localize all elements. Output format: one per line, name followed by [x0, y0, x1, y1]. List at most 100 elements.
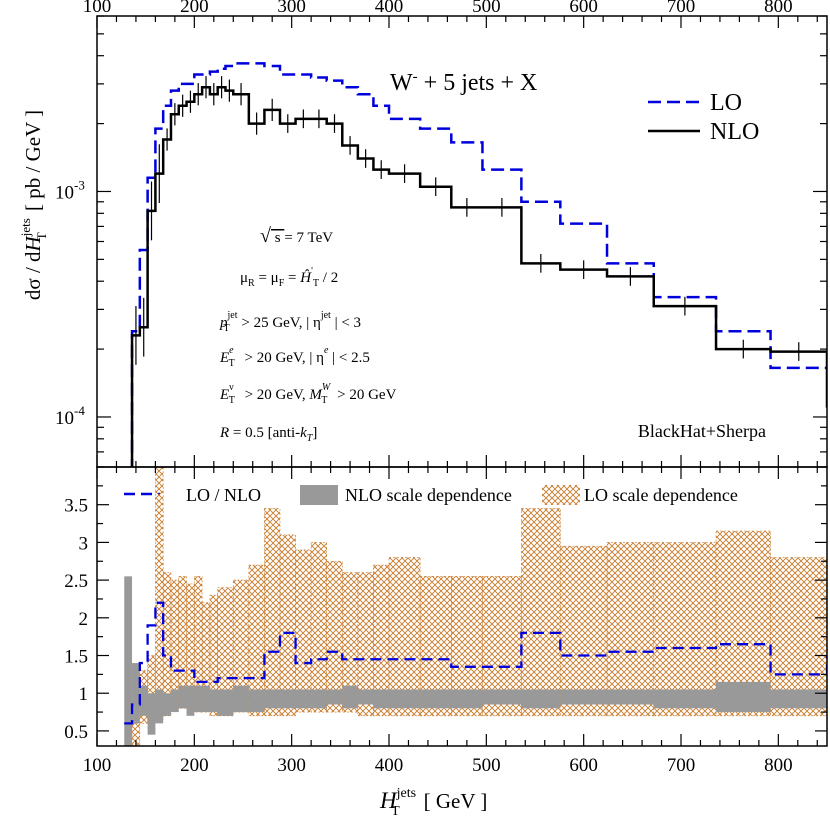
nlo-scale-band	[163, 693, 171, 716]
lo-scale-band	[170, 579, 180, 709]
upper-plot-area	[130, 62, 827, 467]
nlo-scale-band	[420, 689, 452, 709]
top-x-tick-label: 800	[764, 0, 793, 17]
lower-legend: LO / NLO NLO scale dependence LO scale d…	[124, 485, 738, 505]
nlo-scale-band	[186, 685, 195, 716]
series-lo-line	[130, 62, 827, 467]
lower-y-tick-label: 0.5	[64, 722, 88, 743]
watermark: BlackHat+Sherpa	[638, 421, 766, 441]
nlo-scale-band	[124, 576, 133, 746]
nlo-scale-band	[716, 681, 771, 713]
annotation-jet-algorithm: R = 0.5 [anti-kT]	[219, 425, 317, 444]
lower-plot-area	[124, 467, 827, 746]
bottom-x-tick-label: 300	[277, 755, 306, 776]
legend-nlo-band-label: NLO scale dependence	[345, 485, 512, 505]
top-x-tick-label: 100	[83, 0, 112, 17]
nlo-scale-band	[139, 685, 148, 716]
lower-frame	[96, 466, 828, 747]
lower-y-tick-label: 1.5	[64, 647, 88, 668]
lo-scale-band	[279, 534, 296, 717]
lo-scale-band	[264, 508, 281, 717]
top-x-tick-label: 300	[277, 0, 306, 17]
lo-scale-band	[653, 542, 717, 717]
nlo-scale-band	[279, 689, 296, 709]
chart-title: W- + 5 jets + X	[390, 69, 537, 96]
lo-scale-band	[560, 545, 608, 717]
lo-scale-band	[155, 467, 164, 720]
nlo-scale-band	[147, 693, 156, 735]
x-axis-title: Hjets T[ GeV ]	[379, 786, 487, 819]
lo-scale-band	[295, 549, 312, 713]
nlo-scale-band	[653, 689, 717, 709]
nlo-scale-band	[342, 685, 358, 709]
annotation-met-cuts: Eν T > 20 GeV, MW T > 20 GeV	[219, 382, 397, 406]
lower-y-tick-label: 2	[79, 609, 89, 630]
nlo-scale-band	[482, 689, 522, 705]
bottom-x-tick-label: 500	[472, 755, 501, 776]
legend-lo-label: LO	[710, 90, 742, 116]
lower-y-tick-label: 3.5	[64, 496, 88, 517]
upper-legend: LO NLO	[648, 90, 759, 145]
lo-scale-band	[217, 587, 234, 717]
nlo-scale-band	[770, 689, 827, 709]
nlo-scale-band	[233, 685, 249, 713]
bottom-x-tick-label: 600	[569, 755, 598, 776]
nlo-scale-band	[194, 685, 203, 713]
legend-nlo-band-swatch	[300, 485, 338, 505]
bottom-x-tick-label: 800	[764, 755, 793, 776]
legend-ratio-label: LO / NLO	[186, 485, 261, 505]
lo-scale-band	[606, 542, 655, 717]
nlo-scale-band	[607, 689, 654, 705]
nlo-scale-band	[264, 689, 280, 709]
nlo-scale-band	[373, 689, 389, 709]
annotation-sqrt-s: √ s = 7 TeV	[260, 225, 333, 247]
lower-y-tick-label: 2.5	[64, 571, 88, 592]
legend-lo-band-label: LO scale dependence	[584, 485, 738, 505]
series-nlo-line	[130, 85, 827, 467]
nlo-scale-band	[521, 689, 561, 709]
nlo-scale-band	[389, 689, 421, 709]
nlo-scale-band	[202, 685, 210, 713]
nlo-scale-band	[132, 663, 140, 724]
nlo-scale-band	[295, 689, 312, 709]
axes-ticks: 100 100 200 200 300 300 400 400 500 500 600 600 700 7…	[55, 0, 827, 776]
ratio-lo-nlo-line	[124, 601, 827, 725]
annotation-jet-cuts: pjet T > 25 GeV, | ηjet | < 3	[219, 310, 361, 334]
top-x-tick-label: 400	[375, 0, 404, 17]
annotation-scale: μR = μF = Ĥ'T / 2	[240, 266, 338, 289]
nlo-scale-band	[209, 689, 218, 713]
nlo-scale-band	[217, 689, 234, 716]
nlo-scale-band	[248, 689, 265, 713]
lo-scale-band	[373, 564, 390, 717]
bottom-x-tick-label: 200	[180, 755, 209, 776]
lower-y-tick-label: 3	[79, 533, 89, 554]
nlo-scale-band	[311, 689, 327, 709]
nlo-scale-band	[170, 689, 179, 713]
top-x-tick-label: 200	[180, 0, 209, 17]
lo-scale-band	[310, 542, 328, 713]
bottom-x-tick-label: 700	[667, 755, 696, 776]
nlo-scale-band	[451, 689, 483, 709]
upper-y-tick-label: 10-3	[55, 177, 85, 203]
upper-y-tick-label: 10-4	[55, 403, 85, 429]
legend-nlo-label: NLO	[710, 119, 759, 145]
bottom-x-tick-label: 400	[375, 755, 404, 776]
nlo-scale-band	[560, 689, 608, 705]
top-x-tick-label: 500	[472, 0, 501, 17]
annotation-lepton-cuts: Ee T > 20 GeV, | ηe | < 2.5	[219, 345, 370, 369]
lo-scale-band	[357, 572, 374, 717]
lower-y-tick-label: 1	[79, 684, 89, 705]
lo-scale-band	[326, 560, 343, 713]
upper-y-axis-title: dσ / dHjetsT [ pb / GeV ]	[18, 110, 49, 300]
nlo-scale-band	[326, 689, 343, 705]
top-x-tick-label: 700	[667, 0, 696, 17]
cuts-annotations: √ s = 7 TeV μR = μF = Ĥ'T / 2 pjet T > 25…	[219, 225, 397, 444]
lo-scale-band	[521, 508, 561, 717]
lo-scale-band	[194, 576, 203, 713]
bottom-x-tick-label: 100	[83, 755, 112, 776]
top-x-tick-label: 600	[569, 0, 598, 17]
lo-scale-band	[162, 572, 172, 717]
nlo-scale-band	[357, 689, 374, 705]
legend-lo-band-swatch	[542, 485, 580, 505]
